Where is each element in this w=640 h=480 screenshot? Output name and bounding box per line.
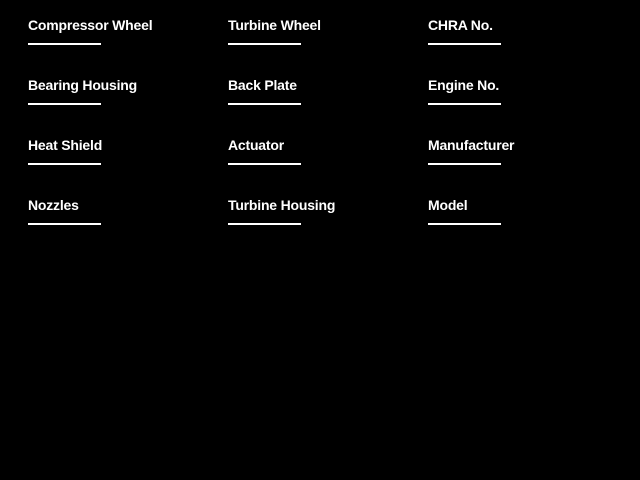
field-underline[interactable]	[28, 43, 101, 45]
field-underline[interactable]	[28, 103, 101, 105]
field-heat-shield[interactable]: Heat Shield	[28, 138, 218, 165]
field-underline[interactable]	[428, 163, 501, 165]
field-label: Heat Shield	[28, 137, 103, 153]
field-nozzles[interactable]: Nozzles	[28, 198, 218, 225]
field-back-plate[interactable]: Back Plate	[228, 78, 418, 105]
field-underline[interactable]	[28, 223, 101, 225]
field-underline[interactable]	[228, 103, 301, 105]
field-turbine-housing[interactable]: Turbine Housing	[228, 198, 418, 225]
field-underline[interactable]	[428, 103, 501, 105]
field-underline[interactable]	[228, 223, 301, 225]
field-bearing-housing[interactable]: Bearing Housing	[28, 78, 218, 105]
field-label: Manufacturer	[428, 137, 515, 153]
field-label: Turbine Wheel	[228, 17, 321, 33]
field-label: Turbine Housing	[228, 197, 336, 213]
field-compressor-wheel[interactable]: Compressor Wheel	[28, 18, 218, 45]
field-underline[interactable]	[428, 223, 501, 225]
field-engine-no[interactable]: Engine No.	[428, 78, 618, 105]
field-label: CHRA No.	[428, 17, 493, 33]
field-underline[interactable]	[228, 43, 301, 45]
field-label: Nozzles	[28, 197, 79, 213]
field-label: Engine No.	[428, 77, 500, 93]
field-label: Compressor Wheel	[28, 17, 153, 33]
field-label: Bearing Housing	[28, 77, 138, 93]
field-chra-no[interactable]: CHRA No.	[428, 18, 618, 45]
field-underline[interactable]	[228, 163, 301, 165]
field-underline[interactable]	[28, 163, 101, 165]
field-underline[interactable]	[428, 43, 501, 45]
field-label: Back Plate	[228, 77, 297, 93]
field-label: Actuator	[228, 137, 284, 153]
field-actuator[interactable]: Actuator	[228, 138, 418, 165]
field-label: Model	[428, 197, 468, 213]
field-model[interactable]: Model	[428, 198, 618, 225]
field-manufacturer[interactable]: Manufacturer	[428, 138, 618, 165]
field-turbine-wheel[interactable]: Turbine Wheel	[228, 18, 418, 45]
